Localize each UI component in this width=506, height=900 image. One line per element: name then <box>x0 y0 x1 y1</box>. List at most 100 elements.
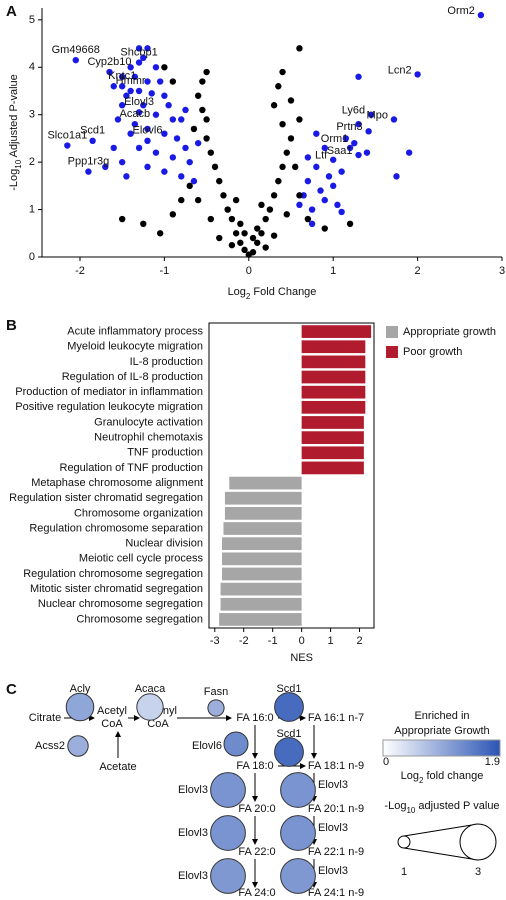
point <box>249 234 257 242</box>
annotated-point <box>144 137 151 144</box>
point <box>296 116 303 123</box>
point-label: Gm49668 <box>52 44 100 56</box>
point <box>194 92 202 99</box>
size-scale-title-sub: 10 <box>406 806 415 815</box>
pathway-arrows <box>64 715 317 888</box>
annotated-point <box>64 142 71 149</box>
point-label: Slco1a1 <box>47 129 87 141</box>
y-axis-title-sub: 10 <box>14 159 23 168</box>
category-label: TNF production <box>127 447 203 459</box>
category-label: Positive regulation leukocyte migration <box>15 401 203 413</box>
category-label: IL-8 production <box>130 356 203 368</box>
size-cone <box>403 847 479 861</box>
point <box>152 149 160 156</box>
x-tick-label: -2 <box>75 265 85 277</box>
point <box>211 163 219 171</box>
bar <box>222 537 302 551</box>
size-scale-title-part: adjusted P value <box>415 800 499 812</box>
point <box>270 102 278 109</box>
point <box>152 64 160 71</box>
enzyme-circle <box>280 858 316 894</box>
point <box>232 196 240 204</box>
bar <box>301 416 364 429</box>
annotated-point <box>131 121 139 128</box>
point <box>114 116 122 123</box>
x-tick-label: 2 <box>415 265 421 277</box>
point <box>144 163 151 171</box>
color-scale <box>382 739 501 757</box>
point <box>334 201 341 209</box>
point <box>275 177 282 185</box>
point-label: Ltf <box>315 150 328 162</box>
x-tick-label: 0 <box>299 635 305 647</box>
point <box>178 196 185 204</box>
point-label: Mpo <box>367 109 388 121</box>
x-tick-label: -1 <box>159 265 169 277</box>
point <box>144 45 151 52</box>
bar <box>301 325 372 338</box>
point <box>249 249 257 256</box>
y-axis-title-part: Adjusted P-value <box>8 74 20 160</box>
point <box>304 177 312 185</box>
category-label: Regulation chromosome separation <box>29 522 203 534</box>
point <box>118 215 126 223</box>
point-label: Hmmr <box>116 75 146 87</box>
point <box>207 215 215 223</box>
y-tick-label: 5 <box>29 14 35 26</box>
legend-swatch <box>386 346 398 358</box>
category-label: Myeloid leukocyte migration <box>67 341 203 353</box>
enzyme-label: Elovl3 <box>318 865 348 877</box>
enzyme-label: Acss2 <box>35 740 65 752</box>
bar <box>301 431 364 444</box>
legend-swatch <box>386 326 398 338</box>
point <box>224 206 231 213</box>
metabolite: FA 20:1 n-9 <box>308 803 364 815</box>
point <box>110 144 117 152</box>
enzyme-label: Elovl3 <box>178 827 208 839</box>
color-scale-title-part: Log <box>401 770 419 782</box>
x-tick-label: 1 <box>328 635 334 647</box>
point <box>296 45 303 52</box>
point <box>262 244 269 251</box>
point-label: Cyp2b10 <box>87 56 131 68</box>
point <box>207 149 215 156</box>
annotated-point <box>329 156 337 163</box>
legend-title: Appropriate Growth <box>394 725 489 737</box>
point <box>338 208 345 216</box>
point-label: Orm2 <box>447 5 475 17</box>
category-label: Chromosome segregation <box>76 613 203 625</box>
point <box>237 220 244 227</box>
point <box>228 215 236 223</box>
x-axis-title: Log2 Fold Change <box>228 286 317 301</box>
color-scale-title: Log2 fold change <box>401 770 484 785</box>
point <box>279 68 286 76</box>
point <box>156 78 164 85</box>
panel-label: B <box>6 317 17 334</box>
metabolite: FA 18:1 n-9 <box>308 760 364 772</box>
point <box>156 230 164 237</box>
size-key <box>459 823 497 861</box>
point <box>317 187 324 194</box>
annotated-point <box>367 111 375 118</box>
point <box>165 102 172 109</box>
point <box>216 177 223 185</box>
point <box>321 225 328 232</box>
point <box>110 83 117 90</box>
annotated-point <box>106 68 113 76</box>
bar <box>223 522 302 535</box>
point <box>296 192 303 199</box>
annotated-point <box>351 139 358 147</box>
y-tick-label: 3 <box>29 109 35 121</box>
point <box>228 241 236 249</box>
enzyme-label: Scd1 <box>276 728 301 740</box>
point <box>258 230 265 237</box>
category-label: Metaphase chromosome alignment <box>31 477 203 489</box>
point <box>342 135 350 142</box>
bar <box>222 552 302 566</box>
annotated-point <box>135 59 143 66</box>
metabolite: FA 22:1 n-9 <box>308 846 364 858</box>
point <box>355 73 362 80</box>
category-label: Regulation sister chromatid segregation <box>9 492 203 504</box>
point <box>161 64 168 71</box>
